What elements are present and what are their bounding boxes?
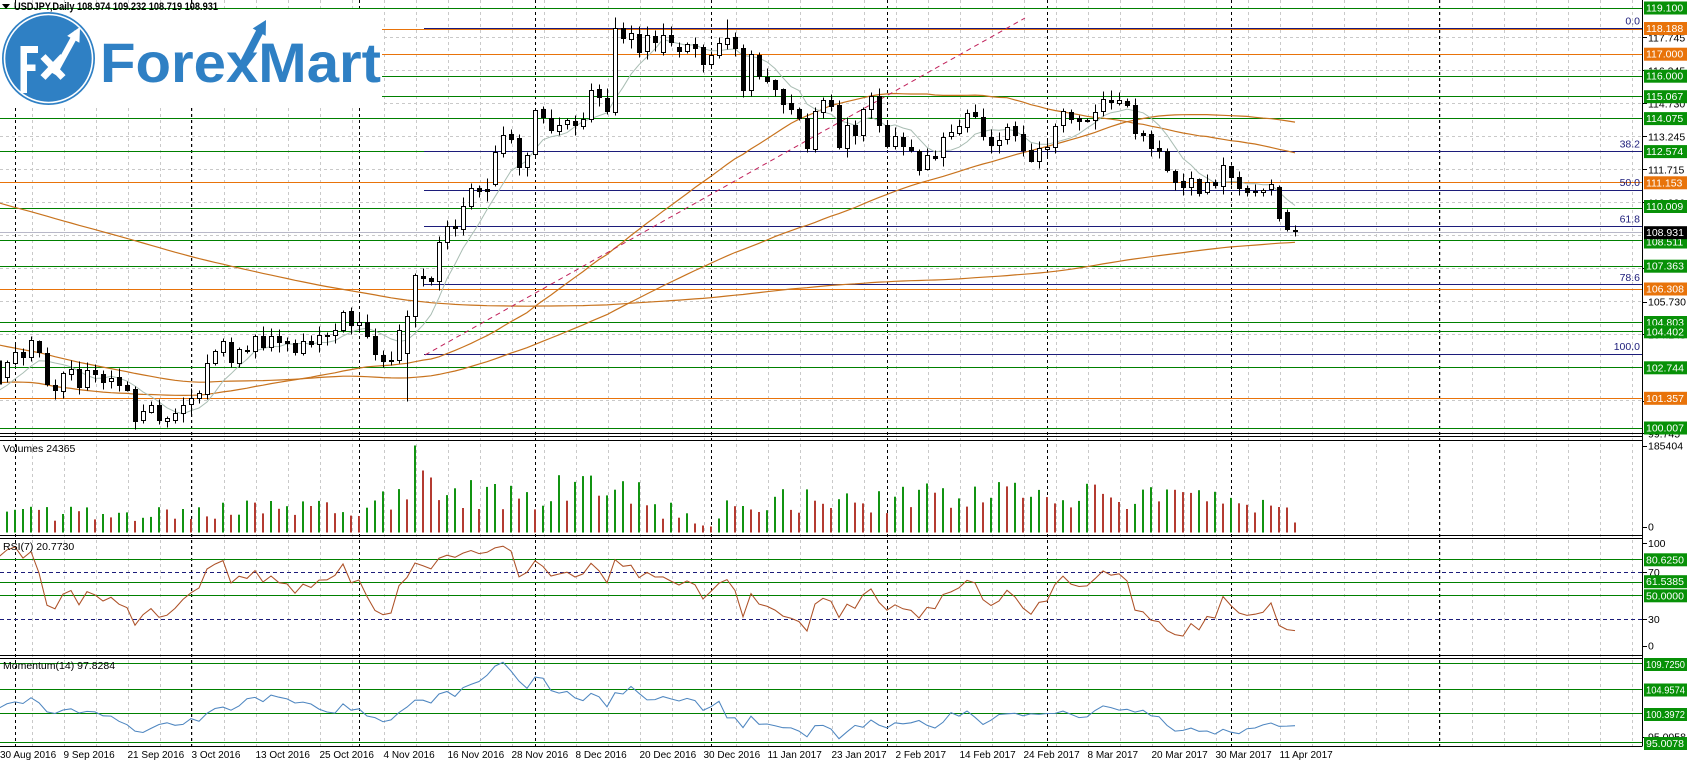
- svg-text:107.363: 107.363: [1646, 261, 1684, 273]
- svg-text:24 Feb 2017: 24 Feb 2017: [1024, 750, 1081, 761]
- svg-text:11 Apr 2017: 11 Apr 2017: [1280, 750, 1334, 761]
- svg-text:78.6: 78.6: [1620, 272, 1641, 284]
- svg-text:111.715: 111.715: [1648, 164, 1685, 176]
- svg-text:100.3972: 100.3972: [1646, 709, 1685, 721]
- svg-text:30 Mar 2017: 30 Mar 2017: [1216, 750, 1273, 761]
- svg-text:100.0: 100.0: [1614, 341, 1640, 353]
- svg-text:100: 100: [1648, 538, 1666, 550]
- svg-text:8 Dec 2016: 8 Dec 2016: [576, 750, 628, 761]
- svg-text:116.000: 116.000: [1646, 71, 1683, 83]
- svg-text:114.075: 114.075: [1646, 113, 1683, 125]
- svg-text:16 Nov 2016: 16 Nov 2016: [448, 750, 505, 761]
- svg-text:50.0000: 50.0000: [1646, 590, 1684, 602]
- svg-text:11 Jan 2017: 11 Jan 2017: [768, 750, 823, 761]
- svg-text:14 Feb 2017: 14 Feb 2017: [960, 750, 1017, 761]
- svg-text:108.931: 108.931: [1646, 227, 1684, 239]
- svg-text:110.009: 110.009: [1646, 201, 1683, 213]
- svg-text:0.0: 0.0: [1625, 16, 1640, 28]
- svg-text:111.153: 111.153: [1646, 177, 1683, 189]
- svg-text:95.0078: 95.0078: [1646, 738, 1684, 750]
- svg-text:30 Dec 2016: 30 Dec 2016: [704, 750, 761, 761]
- svg-text:3 Oct 2016: 3 Oct 2016: [192, 750, 241, 761]
- svg-text:25 Oct 2016: 25 Oct 2016: [320, 750, 375, 761]
- svg-text:102.744: 102.744: [1646, 362, 1684, 374]
- svg-text:61.8: 61.8: [1620, 214, 1641, 226]
- svg-text:101.357: 101.357: [1646, 393, 1684, 405]
- svg-text:100.007: 100.007: [1646, 423, 1684, 435]
- svg-text:30: 30: [1648, 614, 1660, 626]
- svg-text:108.511: 108.511: [1646, 237, 1683, 249]
- svg-text:21 Sep 2016: 21 Sep 2016: [128, 750, 185, 761]
- svg-text:38.2: 38.2: [1620, 139, 1641, 151]
- svg-text:RSI(7) 20.7730: RSI(7) 20.7730: [3, 541, 74, 553]
- svg-text:109.7250: 109.7250: [1646, 659, 1685, 671]
- svg-text:20 Dec 2016: 20 Dec 2016: [640, 750, 697, 761]
- svg-text:70: 70: [1648, 567, 1660, 579]
- svg-text:80.6250: 80.6250: [1646, 554, 1684, 566]
- svg-text:28 Nov 2016: 28 Nov 2016: [512, 750, 569, 761]
- svg-text:Volumes 24365: Volumes 24365: [3, 443, 76, 455]
- svg-text:9 Sep 2016: 9 Sep 2016: [64, 750, 116, 761]
- svg-text:117.745: 117.745: [1648, 32, 1685, 44]
- svg-text:50.0: 50.0: [1620, 177, 1641, 189]
- svg-text:4 Nov 2016: 4 Nov 2016: [384, 750, 436, 761]
- svg-text:104.402: 104.402: [1646, 326, 1684, 338]
- svg-text:30 Aug 2016: 30 Aug 2016: [0, 750, 57, 761]
- svg-text:185404: 185404: [1648, 441, 1683, 453]
- svg-text:105.730: 105.730: [1648, 297, 1686, 309]
- svg-text:8 Mar 2017: 8 Mar 2017: [1088, 750, 1139, 761]
- svg-text:13 Oct 2016: 13 Oct 2016: [256, 750, 311, 761]
- svg-text:117.000: 117.000: [1646, 49, 1683, 61]
- svg-text:112.574: 112.574: [1646, 146, 1683, 158]
- svg-text:23 Jan 2017: 23 Jan 2017: [832, 750, 887, 761]
- svg-text:61.5385: 61.5385: [1646, 576, 1684, 588]
- svg-text:0: 0: [1648, 641, 1654, 653]
- svg-text:2 Feb 2017: 2 Feb 2017: [896, 750, 947, 761]
- svg-text:0: 0: [1648, 522, 1654, 534]
- svg-text:20 Mar 2017: 20 Mar 2017: [1152, 750, 1209, 761]
- svg-text:118.188: 118.188: [1646, 23, 1683, 35]
- svg-text:USDJPY,Daily 108.974 109.232 1: USDJPY,Daily 108.974 109.232 108.719 108…: [14, 1, 218, 13]
- svg-text:119.100: 119.100: [1646, 3, 1683, 15]
- svg-text:Momentum(14) 97.8284: Momentum(14) 97.8284: [3, 660, 115, 672]
- svg-text:106.308: 106.308: [1646, 284, 1684, 296]
- svg-text:113.245: 113.245: [1648, 131, 1685, 143]
- svg-text:115.067: 115.067: [1646, 91, 1683, 103]
- svg-text:104.9574: 104.9574: [1646, 685, 1685, 697]
